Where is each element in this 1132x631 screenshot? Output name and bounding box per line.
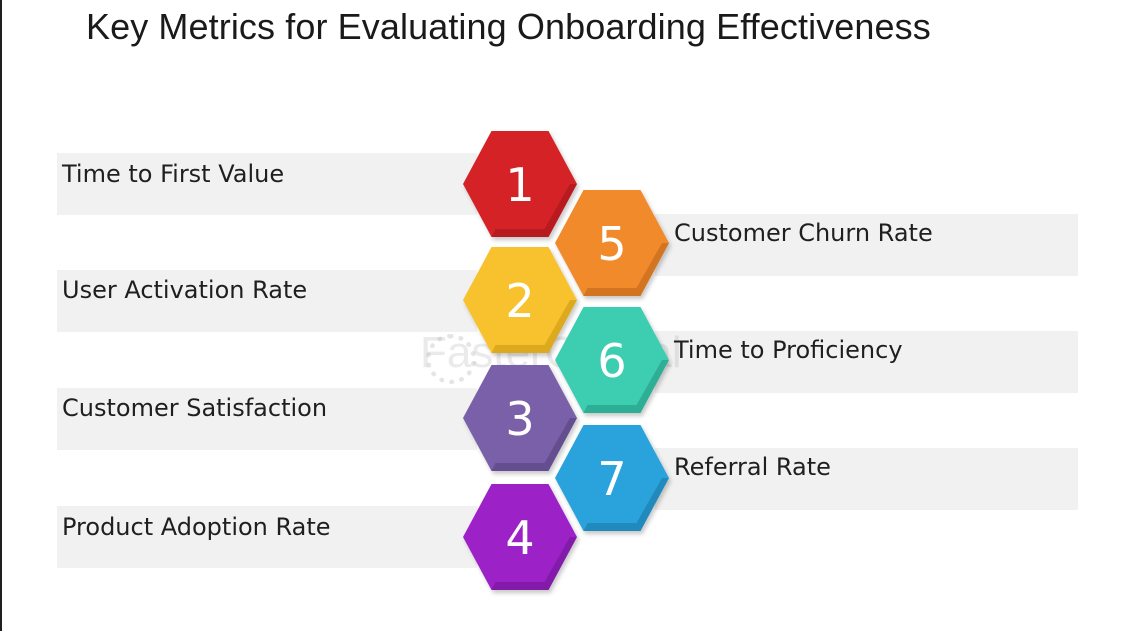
hexagon-3-number: 3	[505, 392, 534, 446]
hexagon-7-shape	[555, 425, 669, 531]
hexagon-1-shape	[463, 131, 577, 237]
hexagon-2-shape	[463, 247, 577, 353]
metric-band-2	[57, 270, 477, 332]
hexagon-5: 5	[555, 190, 669, 296]
hexagon-4: 4	[463, 484, 577, 590]
metric-band-4	[57, 506, 477, 568]
hexagon-4-shape	[463, 484, 577, 590]
page-title: Key Metrics for Evaluating Onboarding Ef…	[86, 6, 931, 47]
hexagon-1: 1	[463, 131, 577, 237]
metric-label-7: Referral Rate	[674, 453, 831, 481]
hexagon-2: 2	[463, 247, 577, 353]
hexagon-5-bevel	[583, 243, 669, 296]
hexagon-1-number: 1	[505, 158, 534, 212]
hexagon-6: 6	[555, 307, 669, 413]
hexagon-4-number: 4	[505, 511, 534, 565]
metric-band-5	[655, 214, 1078, 276]
metric-label-4: Product Adoption Rate	[62, 513, 331, 541]
hexagon-6-number: 6	[597, 334, 626, 388]
hexagon-6-bevel	[583, 360, 669, 413]
hexagon-7-number: 7	[597, 452, 626, 506]
hexagon-4-bevel	[491, 537, 577, 590]
metric-label-6: Time to Proficiency	[674, 336, 903, 364]
hexagon-3-shape	[463, 365, 577, 471]
hexagon-3: 3	[463, 365, 577, 471]
hexagon-5-number: 5	[597, 217, 626, 271]
window-left-border	[0, 0, 2, 631]
hexagon-2-bevel	[491, 300, 577, 353]
hexagon-5-shape	[555, 190, 669, 296]
hexagon-3-bevel	[491, 418, 577, 471]
metric-band-7	[655, 448, 1078, 510]
metric-label-1: Time to First Value	[62, 160, 285, 188]
metric-band-6	[655, 331, 1078, 393]
metric-band-3	[57, 388, 477, 450]
hexagon-1-bevel	[491, 184, 577, 237]
hexagon-7: 7	[555, 425, 669, 531]
metric-band-1	[57, 153, 477, 215]
watermark-gear-icon	[426, 334, 476, 384]
metric-label-5: Customer Churn Rate	[674, 219, 933, 247]
hexagon-7-bevel	[583, 478, 669, 531]
hexagon-6-shape	[555, 307, 669, 413]
metric-label-3: Customer Satisfaction	[62, 394, 328, 422]
metric-label-2: User Activation Rate	[62, 276, 308, 304]
hexagon-2-number: 2	[505, 274, 534, 328]
